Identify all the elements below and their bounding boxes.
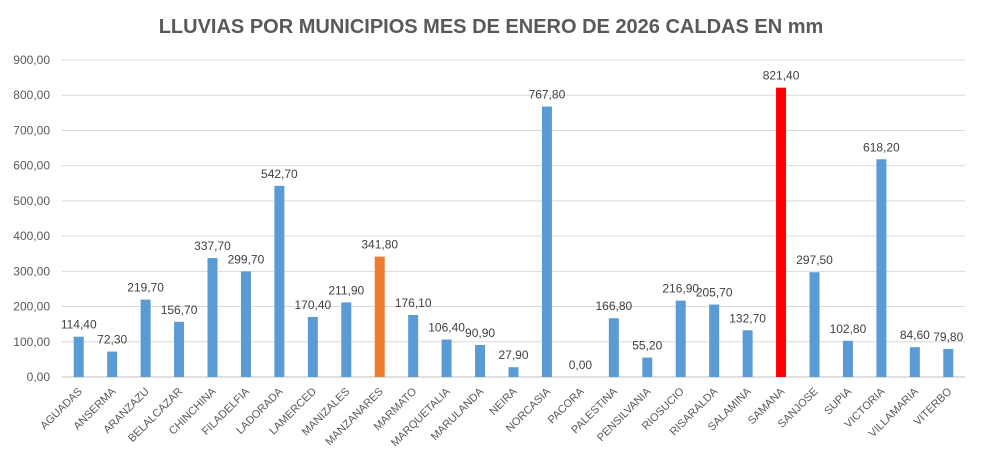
bar-supia: [842, 340, 853, 377]
x-tick-label: NEIRA: [487, 385, 520, 418]
bar-marulanda: [475, 344, 486, 377]
bar-chinchina: [207, 258, 218, 377]
y-tick-label: 900,00: [13, 53, 50, 67]
data-label: 219,70: [127, 281, 164, 295]
y-tick-label: 200,00: [13, 300, 50, 314]
data-label: 84,60: [900, 328, 930, 342]
bar-norcasia: [541, 106, 552, 377]
bar-risaralda: [709, 304, 720, 377]
y-axis-ticks: 0,00 100,00 200,00 300,00 400,00 500,00 600,00…: [13, 53, 50, 384]
data-label: 166,80: [595, 299, 632, 313]
bar-filadelfia: [240, 271, 251, 377]
x-tick-label: MARQUETALIA: [389, 385, 453, 449]
y-tick-label: 800,00: [13, 88, 50, 102]
y-tick-label: 400,00: [13, 229, 50, 243]
data-label: 542,70: [261, 167, 298, 181]
bar-belalcazar: [174, 321, 185, 377]
x-tick-label: SUPIA: [822, 385, 854, 417]
bar-marquetalia: [441, 339, 452, 377]
y-tick-label: 700,00: [13, 123, 50, 137]
bar-manizales: [341, 302, 352, 377]
data-label: 176,10: [395, 296, 432, 310]
bar-sanjose: [809, 272, 820, 377]
data-label: 618,20: [863, 140, 900, 154]
bar-ladorada: [274, 185, 285, 377]
data-label: 106,40: [428, 321, 465, 335]
bar-palestina: [608, 318, 619, 377]
x-tick-label: MANZANARES: [323, 386, 386, 449]
bar-villamaria: [909, 347, 920, 377]
bar-victoria: [876, 159, 887, 377]
bar-salamina: [742, 330, 753, 377]
data-label: 156,70: [161, 303, 198, 317]
y-tick-label: 100,00: [13, 335, 50, 349]
y-tick-label: 600,00: [13, 159, 50, 173]
y-tick-label: 0,00: [27, 370, 51, 384]
data-label: 767,80: [529, 88, 566, 102]
bar-manzanares: [374, 256, 385, 377]
bar-aranzazu: [140, 299, 151, 377]
data-label: 821,40: [763, 69, 800, 83]
data-label: 132,70: [729, 311, 766, 325]
bar-pensilvania: [642, 357, 653, 377]
bars: [73, 87, 954, 378]
data-label: 211,90: [328, 283, 364, 297]
data-label: 205,70: [696, 286, 733, 300]
data-label: 299,70: [228, 252, 265, 266]
data-label: 114,40: [61, 318, 97, 332]
data-label: 170,40: [294, 298, 331, 312]
data-label: 72,30: [97, 333, 127, 347]
data-label: 0,00: [569, 358, 593, 372]
bar-neira: [508, 367, 519, 377]
x-axis-labels: AGUADASANSERMAARANZAZUBELALCAZARCHINCHIN…: [38, 385, 954, 449]
bar-samana: [776, 87, 787, 378]
chart-title: LLUVIAS POR MUNICIPIOS MES DE ENERO DE 2…: [159, 16, 824, 38]
y-tick-label: 300,00: [13, 264, 50, 278]
data-label: 79,80: [933, 330, 963, 344]
bar-riosucio: [675, 300, 686, 377]
bar-lamerced: [307, 316, 318, 377]
data-label: 55,20: [632, 339, 662, 353]
data-label: 297,50: [796, 253, 833, 267]
data-label: 337,70: [194, 239, 231, 253]
bar-anserma: [107, 351, 118, 377]
data-label: 90,90: [465, 326, 495, 340]
data-label: 216,90: [662, 282, 699, 296]
data-label: 102,80: [830, 322, 867, 336]
y-tick-label: 500,00: [13, 194, 50, 208]
bar-marmato: [408, 314, 419, 377]
bar-aguadas: [73, 336, 84, 377]
data-label: 341,80: [361, 238, 398, 252]
bar-viterbo: [943, 348, 954, 377]
data-label: 27,90: [498, 348, 528, 362]
